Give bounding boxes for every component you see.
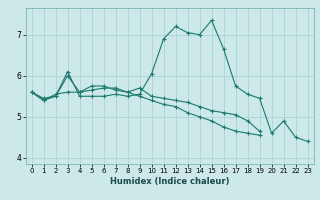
X-axis label: Humidex (Indice chaleur): Humidex (Indice chaleur) <box>110 177 229 186</box>
